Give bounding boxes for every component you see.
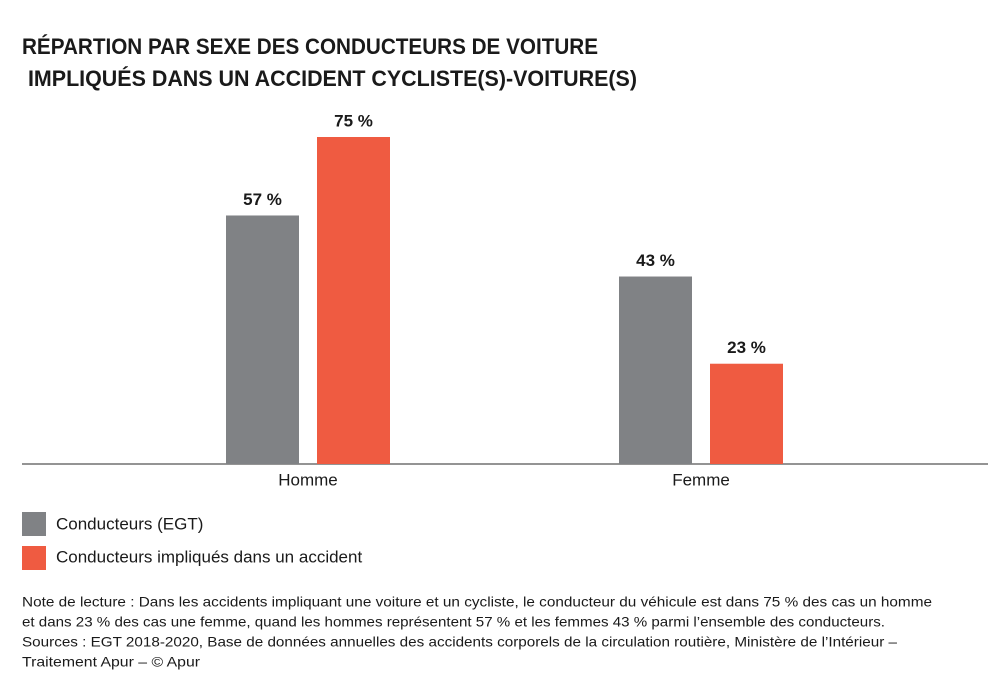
data-label: 23 % bbox=[727, 338, 766, 357]
chart-title: IMPLIQUÉS DANS UN ACCIDENT CYCLISTE(S)-V… bbox=[22, 66, 637, 91]
x-tick-label: Homme bbox=[278, 470, 338, 489]
data-label: 57 % bbox=[243, 190, 282, 209]
note: Sources : EGT 2018-2020, Base de données… bbox=[22, 634, 897, 650]
data-label: 43 % bbox=[636, 251, 675, 270]
bar bbox=[317, 137, 390, 464]
legend-swatch bbox=[22, 512, 46, 536]
legend-label: Conducteurs (EGT) bbox=[56, 514, 203, 533]
note: Traitement Apur – © Apur bbox=[22, 654, 200, 670]
bar bbox=[619, 276, 692, 464]
legend-label: Conducteurs impliqués dans un accident bbox=[56, 547, 362, 566]
legend-swatch bbox=[22, 546, 46, 570]
note: et dans 23 % des cas une femme, quand le… bbox=[22, 614, 885, 630]
chart-title: RÉPARTION PAR SEXE DES CONDUCTEURS DE VO… bbox=[22, 34, 598, 59]
note: Note de lecture : Dans les accidents imp… bbox=[22, 594, 932, 610]
x-tick-label: Femme bbox=[672, 470, 730, 489]
bar bbox=[226, 215, 299, 464]
bar bbox=[710, 363, 783, 464]
data-label: 75 % bbox=[334, 111, 373, 130]
